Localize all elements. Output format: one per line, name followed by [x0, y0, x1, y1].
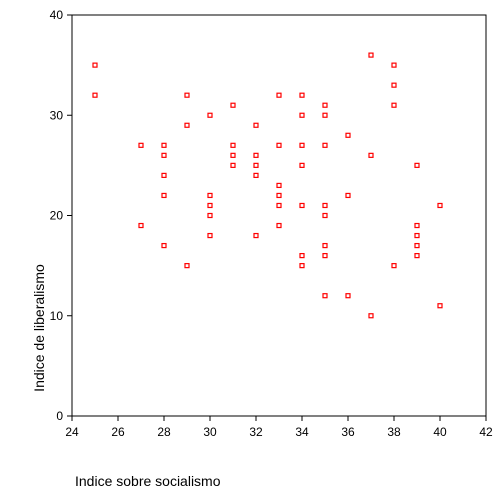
data-point: [207, 212, 213, 219]
x-axis-title: Indice sobre socialismo: [75, 473, 221, 489]
data-point: [299, 253, 305, 259]
data-point: [345, 132, 351, 138]
data-point: [368, 313, 374, 319]
data-point: [138, 222, 144, 229]
data-point: [161, 242, 167, 249]
data-point: [391, 102, 397, 108]
data-point: [322, 102, 328, 108]
plot-frame: [71, 14, 487, 417]
y-axis-title: Indice de liberalismo: [31, 264, 47, 392]
data-point: [299, 92, 305, 98]
data-point: [161, 192, 167, 199]
data-point: [161, 152, 167, 158]
data-point: [207, 202, 213, 209]
data-point: [253, 232, 259, 239]
data-point: [299, 263, 305, 269]
data-point: [253, 162, 259, 168]
data-point: [322, 212, 328, 219]
data-point: [161, 142, 167, 148]
data-point: [276, 202, 282, 209]
data-point: [184, 92, 190, 98]
data-point: [276, 182, 282, 189]
data-point: [322, 293, 328, 299]
data-point: [184, 263, 190, 269]
data-point: [391, 62, 397, 68]
data-point: [207, 192, 213, 199]
data-point: [207, 112, 213, 118]
x-tick-label: 28: [157, 425, 171, 439]
data-point: [368, 152, 374, 158]
data-point: [345, 293, 351, 299]
data-point: [92, 92, 98, 98]
data-point: [391, 263, 397, 269]
data-point: [207, 232, 213, 239]
data-point: [253, 122, 259, 128]
x-tick-label: 26: [111, 425, 125, 439]
y-tick-label: 30: [50, 108, 64, 122]
data-point: [299, 142, 305, 148]
x-tick-label: 32: [249, 425, 263, 439]
data-point: [414, 222, 420, 229]
data-point: [414, 253, 420, 259]
data-point: [414, 242, 420, 249]
data-point: [322, 202, 328, 209]
y-tick-label: 0: [56, 409, 63, 423]
x-axis-ticks: 24 26 28 30 32 34 36 38 40 42: [65, 416, 493, 439]
data-point: [276, 222, 282, 229]
y-axis-ticks: 0 10 20 30 40: [50, 8, 72, 423]
data-point: [322, 142, 328, 148]
data-point: [92, 62, 98, 68]
data-point: [299, 112, 305, 118]
data-point: [345, 192, 351, 199]
y-tick-label: 40: [50, 8, 64, 22]
data-point: [299, 202, 305, 209]
data-point: [161, 172, 167, 178]
data-point: [184, 122, 190, 128]
data-point: [414, 232, 420, 239]
data-point: [276, 192, 282, 199]
x-tick-label: 36: [341, 425, 355, 439]
data-point: [230, 102, 236, 108]
data-point: [230, 152, 236, 158]
data-point: [230, 162, 236, 168]
data-point: [322, 112, 328, 118]
data-point: [414, 162, 420, 168]
data-point: [253, 172, 259, 178]
data-point: [322, 253, 328, 259]
data-point: [322, 242, 328, 249]
data-points: [92, 52, 443, 319]
data-point: [391, 82, 397, 88]
y-tick-label: 20: [50, 209, 64, 223]
y-tick-label: 10: [50, 309, 64, 323]
data-point: [253, 152, 259, 158]
data-point: [230, 142, 236, 148]
data-point: [299, 162, 305, 168]
x-tick-label: 40: [433, 425, 447, 439]
x-tick-label: 34: [295, 425, 309, 439]
x-tick-label: 42: [479, 425, 493, 439]
data-point: [368, 52, 374, 58]
data-point: [276, 92, 282, 98]
x-tick-label: 24: [65, 425, 79, 439]
data-point: [437, 202, 443, 209]
data-point: [276, 142, 282, 148]
data-point: [437, 303, 443, 309]
data-point: [138, 142, 144, 148]
x-tick-label: 30: [203, 425, 217, 439]
x-tick-label: 38: [387, 425, 401, 439]
